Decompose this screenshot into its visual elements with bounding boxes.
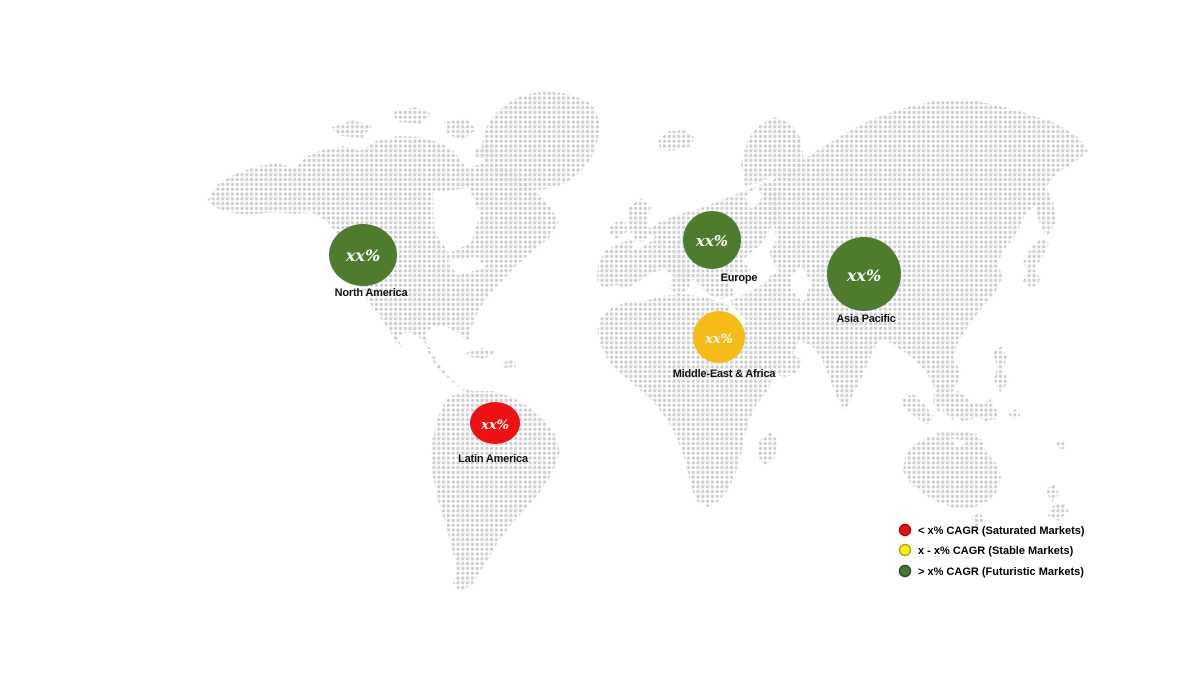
legend-label-saturated: < x% CAGR (Saturated Markets) [918,525,1085,537]
continent-australia [903,435,1001,509]
bubble-asia-pacific: xx% Asia Pacific [827,237,901,325]
bubble-latin-america: xx% Latin America [458,402,529,465]
caspian-sea [791,265,811,303]
bubble-circle-asia-pacific [827,237,901,311]
map-continents [207,91,1088,592]
tasmania [971,512,985,527]
legend-item-stable: x - x% CAGR (Stable Markets) [898,543,1074,557]
legend: < x% CAGR (Saturated Markets) x - x% CAG… [898,523,1085,578]
iceland [658,130,695,151]
bubble-north-america: xx% North America [329,224,409,299]
legend-dot-futuristic [898,564,912,578]
region-label-europe: Europe [721,272,758,284]
bubble-middle-east-africa: xx% Middle-East & Africa [673,311,777,380]
bubble-value-north-america: xx% [345,246,380,265]
legend-item-saturated: < x% CAGR (Saturated Markets) [898,523,1085,537]
italy-peninsula [667,251,693,285]
region-label-latin-america: Latin America [458,453,529,465]
bubble-value-latin-america: xx% [480,418,509,433]
legend-label-stable: x - x% CAGR (Stable Markets) [918,545,1074,557]
legend-dot-saturated [898,523,912,537]
bubble-value-middle-east-africa: xx% [704,332,733,347]
baltic-sea [745,187,763,209]
bubble-circle-latin-america [470,402,520,444]
great-lakes [447,257,485,275]
bubble-circle-middle-east-africa [693,311,745,363]
legend-dot-stable [898,543,912,557]
hudson-bay [433,188,480,253]
region-label-middle-east-africa: Middle-East & Africa [673,368,777,380]
bubble-value-europe: xx% [695,232,728,250]
madagascar [757,432,779,466]
continent-south-america [431,391,560,592]
caribbean-islands [466,348,516,368]
continent-asia [729,99,1088,413]
bubble-europe: xx% Europe [683,211,758,284]
great-britain [627,198,652,243]
region-label-north-america: North America [335,287,409,299]
arctic-islands [330,107,500,160]
ireland [609,218,628,239]
philippines [993,346,1009,392]
region-bubbles: xx% North America xx% Europe xx% Asia Pa… [329,211,901,465]
bubble-circle-europe [683,211,741,269]
japan-islands [1023,238,1049,289]
map-lakes [433,187,811,303]
new-zealand [1046,484,1069,521]
bubble-circle-north-america [329,224,397,286]
scandinavia [741,117,804,186]
continent-greenland [481,91,600,190]
region-label-asia-pacific: Asia Pacific [836,313,895,325]
legend-item-futuristic: > x% CAGR (Futuristic Markets) [898,564,1084,578]
legend-label-futuristic: > x% CAGR (Futuristic Markets) [918,566,1084,578]
bubble-value-asia-pacific: xx% [846,266,881,285]
black-sea [747,257,779,281]
